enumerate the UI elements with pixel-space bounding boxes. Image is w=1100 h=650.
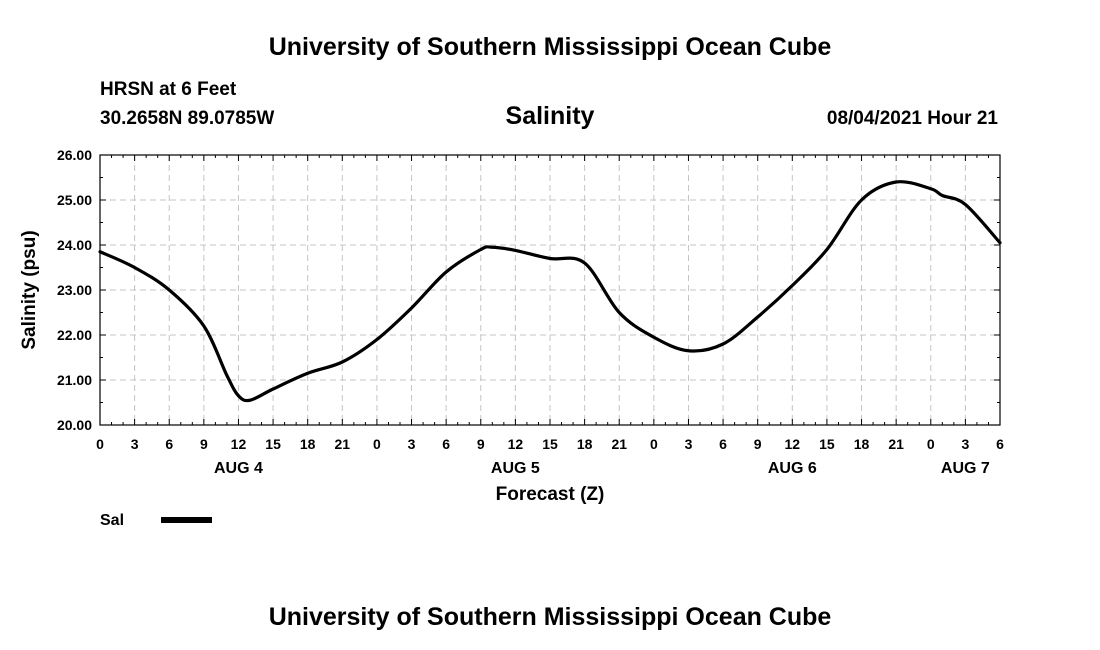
y-tick-label: 21.00 <box>57 372 92 388</box>
x-tick-label: 0 <box>650 436 658 452</box>
forecast-timestamp: 08/04/2021 Hour 21 <box>827 108 999 129</box>
x-tick-labels: 0 3 6 9 12 15 18 21 0 3 6 9 12 15 18 21 0 3 6 9 12 15 18 21 0 3 6 <box>96 436 1004 452</box>
x-tick-label: 15 <box>265 436 281 452</box>
x-tick-label: 12 <box>231 436 247 452</box>
x-tick-label: 6 <box>996 436 1004 452</box>
x-tick-label: 0 <box>96 436 104 452</box>
legend-label: Sal <box>100 512 124 529</box>
x-tick-label: 18 <box>854 436 870 452</box>
bottom-title: University of Southern Mississippi Ocean… <box>269 603 832 631</box>
x-tick-label: 12 <box>508 436 524 452</box>
x-tick-label: 3 <box>408 436 416 452</box>
grid-lines <box>100 155 1000 425</box>
y-tick-label: 20.00 <box>57 417 92 433</box>
y-tick-labels: 20.00 21.00 22.00 23.00 24.00 25.00 26.00 <box>57 147 92 433</box>
series-line-sal <box>98 180 1002 403</box>
y-tick-label: 22.00 <box>57 327 92 343</box>
top-title: University of Southern Mississippi Ocean… <box>269 33 832 61</box>
x-axis-label: Forecast (Z) <box>496 484 605 505</box>
y-axis-label: Salinity (psu) <box>19 230 40 349</box>
x-tick-label: 12 <box>785 436 801 452</box>
x-tick-label: 21 <box>335 436 351 452</box>
x-tick-label: 9 <box>200 436 208 452</box>
x-tick-label: 18 <box>300 436 316 452</box>
plot-frame <box>99 154 1001 426</box>
date-label: AUG 4 <box>214 460 263 477</box>
y-tick-label: 23.00 <box>57 282 92 298</box>
x-tick-label: 0 <box>927 436 935 452</box>
x-tick-label: 3 <box>131 436 139 452</box>
date-label: AUG 7 <box>941 460 990 477</box>
axes <box>99 154 1001 426</box>
station-name: HRSN at 6 Feet <box>100 79 237 100</box>
date-label: AUG 5 <box>491 460 540 477</box>
x-tick-label: 3 <box>961 436 969 452</box>
x-tick-label: 9 <box>477 436 485 452</box>
x-tick-label: 15 <box>542 436 558 452</box>
x-tick-label: 21 <box>888 436 904 452</box>
x-tick-label: 3 <box>685 436 693 452</box>
date-label: AUG 6 <box>768 460 817 477</box>
y-tick-label: 25.00 <box>57 192 92 208</box>
chart-title: Salinity <box>506 102 595 130</box>
date-labels: AUG 4 AUG 5 AUG 6 AUG 7 <box>214 460 990 477</box>
x-tick-label: 9 <box>754 436 762 452</box>
x-tick-label: 6 <box>165 436 173 452</box>
series-group <box>98 180 1002 403</box>
y-tick-label: 26.00 <box>57 147 92 163</box>
x-tick-label: 6 <box>719 436 727 452</box>
x-tick-label: 6 <box>442 436 450 452</box>
x-tick-label: 18 <box>577 436 593 452</box>
y-tick-label: 24.00 <box>57 237 92 253</box>
x-tick-label: 0 <box>373 436 381 452</box>
station-coordinates: 30.2658N 89.0785W <box>100 108 274 129</box>
x-tick-label: 21 <box>611 436 627 452</box>
x-tick-label: 15 <box>819 436 835 452</box>
